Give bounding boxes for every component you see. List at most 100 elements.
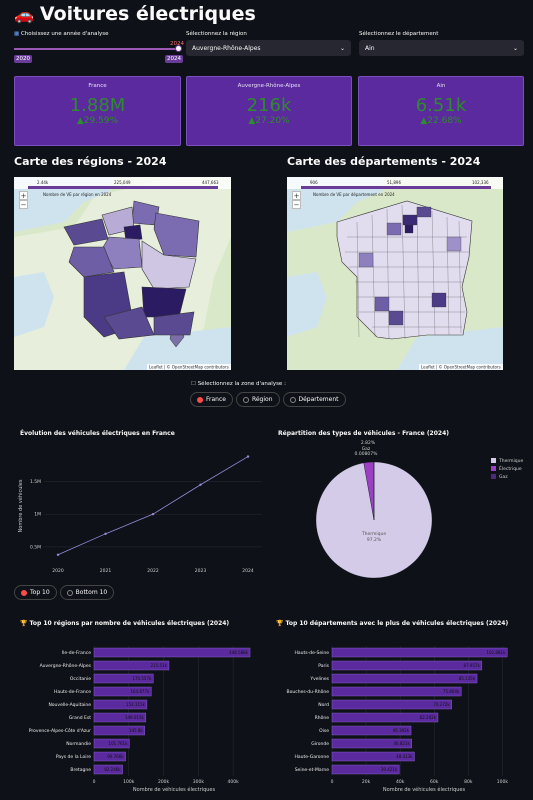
kpi-label: France bbox=[88, 83, 107, 89]
map-attribution: Leaflet | © OpenStreetMap contributors bbox=[149, 365, 229, 370]
bar bbox=[93, 751, 126, 762]
radio-icon bbox=[242, 396, 249, 403]
category-label: Bretagne bbox=[70, 767, 91, 773]
value-label: 164.877k bbox=[130, 689, 150, 694]
region-select[interactable]: Auvergne-Rhône-Alpes ⌄ bbox=[186, 40, 351, 56]
category-label: Haute-Garonne bbox=[294, 754, 329, 760]
value-label: 90.766k bbox=[107, 754, 124, 759]
pie-chart-title: Répartition des types de véhicules - Fra… bbox=[278, 430, 449, 437]
data-point bbox=[151, 512, 155, 516]
map-legend-mid: 51,896 bbox=[387, 180, 401, 185]
depts-bar-chart: 0 20k 40k 60k 80k 100k Hauts-de-Seine 102.881k P… bbox=[287, 646, 509, 793]
category-label: Hauts-de-France bbox=[54, 689, 91, 695]
category-label: Seine-et-Marne bbox=[295, 767, 330, 773]
kpi-card-department: Ain 6.51k ▲22.68% bbox=[358, 76, 524, 146]
radio-icon bbox=[66, 589, 73, 596]
x-tick-label: 400k bbox=[228, 779, 240, 785]
value-label: 62.202k bbox=[420, 715, 437, 720]
x-tick-label: 2020 bbox=[52, 568, 64, 574]
zone-option-france[interactable]: France bbox=[190, 392, 233, 407]
region-select-label: Sélectionnez la région bbox=[186, 31, 247, 37]
zoom-in-button[interactable]: + bbox=[19, 191, 28, 200]
line-chart: 0.5M 1M 1.5M 2020 2021 2022 2023 2024 Nombre de … bbox=[17, 455, 262, 574]
page-title-text: Voitures électriques bbox=[39, 3, 256, 25]
bar bbox=[93, 738, 130, 749]
map-legend-caption: Nombre de VE par département en 2024 bbox=[313, 192, 395, 197]
x-tick-label: 60k bbox=[430, 779, 439, 785]
data-point bbox=[246, 455, 250, 458]
kpi-value: 1.88M bbox=[69, 95, 126, 116]
zoom-in-button[interactable]: + bbox=[292, 191, 301, 200]
depts-map-svg: 906 51,896 102,336 Nombre de VE par dépa… bbox=[287, 177, 503, 370]
value-label: 87.957k bbox=[464, 663, 481, 668]
map-legend-mid: 225,049 bbox=[114, 180, 131, 185]
data-point bbox=[199, 483, 202, 486]
value-label: 102.881k bbox=[486, 650, 506, 655]
calendar-icon: ▦ bbox=[14, 31, 20, 37]
line-chart-title: Évolution des véhicules électriques en F… bbox=[20, 430, 175, 437]
map-legend-min: 2.44k bbox=[37, 180, 49, 185]
regions-map[interactable]: 2.44k 225,049 447,663 Nombre de VE par r… bbox=[14, 177, 231, 370]
x-tick-label: 80k bbox=[464, 779, 473, 785]
legend-swatch bbox=[491, 466, 496, 471]
dept-select-label: Sélectionnez le département bbox=[359, 31, 439, 37]
category-label: Provence-Alpes-Côte d'Azur bbox=[29, 727, 91, 734]
category-label: Pays de la Loire bbox=[56, 754, 91, 760]
legend-label: Gaz bbox=[499, 474, 508, 480]
category-label: Occitanie bbox=[70, 676, 91, 682]
bar bbox=[331, 686, 462, 697]
category-label: Bouches-du-Rhône bbox=[287, 688, 330, 695]
page-title: 🚗 Voitures électriques bbox=[14, 3, 256, 25]
zone-option-region[interactable]: Région bbox=[235, 392, 280, 407]
zoom-out-button[interactable]: − bbox=[19, 200, 28, 209]
bar bbox=[93, 712, 147, 723]
category-label: Normandie bbox=[66, 741, 91, 747]
x-tick-label: 100k bbox=[497, 779, 509, 785]
value-label: 70.272k bbox=[433, 702, 450, 707]
data-point bbox=[56, 553, 60, 556]
bar bbox=[93, 699, 148, 710]
value-label: 48.413k bbox=[396, 754, 413, 759]
radio-selected-icon bbox=[21, 589, 27, 596]
value-label: 82.246k bbox=[104, 767, 121, 772]
year-slider-fill bbox=[14, 48, 180, 50]
y-tick-label: 1.5M bbox=[30, 479, 41, 485]
legend-swatch bbox=[491, 474, 496, 479]
topbottom-radio-group: Top 10 Bottom 10 bbox=[14, 585, 115, 600]
x-tick-label: 2023 bbox=[195, 568, 207, 574]
data-point bbox=[104, 532, 107, 536]
x-tick-label: 20k bbox=[362, 779, 371, 785]
kpi-label: Ain bbox=[436, 83, 446, 89]
slice-label: 0.00807% bbox=[355, 451, 379, 457]
zone-option-department[interactable]: Département bbox=[282, 392, 346, 407]
x-tick-label: 0 bbox=[331, 779, 334, 785]
category-label: Auvergne-Rhône-Alpes bbox=[40, 662, 92, 669]
dept-select[interactable]: Ain ⌄ bbox=[359, 40, 524, 56]
year-slider-thumb[interactable] bbox=[175, 45, 182, 52]
series-line bbox=[57, 456, 249, 556]
map-legend-max: 447,663 bbox=[202, 180, 219, 185]
depts-map[interactable]: 906 51,896 102,336 Nombre de VE par dépa… bbox=[287, 177, 503, 370]
x-tick-label: 2024 bbox=[242, 568, 254, 574]
top10-option[interactable]: Top 10 bbox=[14, 585, 57, 600]
bar bbox=[93, 764, 123, 775]
category-label: Hauts-de-Seine bbox=[295, 650, 330, 656]
x-axis-title: Nombre de véhicules électriques bbox=[383, 786, 466, 793]
category-label: Rhône bbox=[315, 714, 330, 721]
category-label: Paris bbox=[318, 663, 329, 669]
bottom10-option[interactable]: Bottom 10 bbox=[59, 585, 115, 600]
bar bbox=[93, 673, 154, 684]
bar bbox=[331, 660, 483, 671]
year-slider-track[interactable] bbox=[14, 48, 180, 50]
category-label: Nord bbox=[318, 702, 329, 708]
kpi-card-france: France 1.88M ▲29.59% bbox=[14, 76, 181, 146]
slice-label: 2.82% bbox=[361, 440, 376, 446]
kpi-delta: ▲27.20% bbox=[248, 116, 290, 126]
y-tick-label: 1M bbox=[34, 512, 41, 518]
kpi-delta: ▲29.59% bbox=[76, 116, 119, 126]
legend-label: Thermique bbox=[498, 458, 523, 464]
zoom-out-button[interactable]: − bbox=[292, 200, 301, 209]
value-label: 85.135k bbox=[459, 676, 476, 681]
slider-value: 2024 bbox=[170, 41, 184, 47]
chevron-down-icon: ⌄ bbox=[512, 44, 518, 52]
